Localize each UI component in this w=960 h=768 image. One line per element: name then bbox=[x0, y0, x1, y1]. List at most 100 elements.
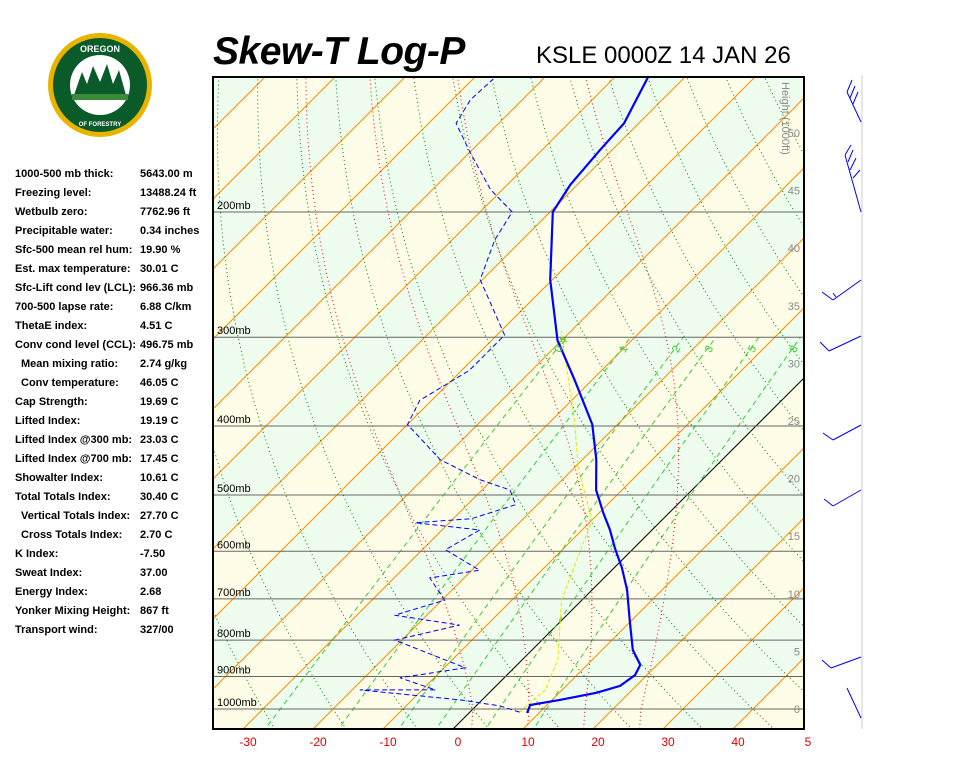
stat-row: Conv cond level (CCL): 496.75 mb bbox=[15, 339, 215, 358]
stat-value: 5643.00 m bbox=[140, 168, 193, 180]
stat-value: 327/00 bbox=[140, 624, 174, 636]
stat-label: Sfc-500 mean rel hum: bbox=[15, 244, 133, 256]
stat-label: Vertical Totals Index: bbox=[21, 510, 131, 522]
stat-value: 2.68 bbox=[140, 586, 162, 598]
stat-row: Energy Index: 2.68 bbox=[15, 586, 215, 605]
stat-row: Lifted Index @700 mb: 17.45 C bbox=[15, 453, 215, 472]
stat-value: 7762.96 ft bbox=[140, 206, 191, 218]
mixing-ratio-label: 5 bbox=[746, 344, 759, 355]
stat-row: Est. max temperature: 30.01 C bbox=[15, 263, 215, 282]
stat-label: Total Totals Index: bbox=[15, 491, 111, 503]
stat-label: K Index: bbox=[15, 548, 59, 560]
stat-row: Sweat Index: 37.00 bbox=[15, 567, 215, 586]
stat-label: Conv cond level (CCL): bbox=[15, 339, 137, 351]
stat-row: Precipitable water: 0.34 inches bbox=[15, 225, 215, 244]
stat-label: Wetbulb zero: bbox=[15, 206, 88, 218]
stat-value: 17.45 C bbox=[140, 453, 179, 465]
stat-row: Yonker Mixing Height: 867 ft bbox=[15, 605, 215, 624]
isotherm-line bbox=[802, 727, 804, 729]
stat-label: 700-500 lapse rate: bbox=[15, 301, 114, 313]
isotherm-line bbox=[592, 517, 804, 729]
stat-row: Vertical Totals Index: 27.70 C bbox=[15, 510, 215, 529]
stat-row: Conv temperature: 46.05 C bbox=[15, 377, 215, 396]
stat-value: 37.00 bbox=[140, 567, 168, 579]
stat-row: Cap Strength: 19.69 C bbox=[15, 396, 215, 415]
pressure-label: 700mb bbox=[217, 587, 251, 599]
zero-isotherm bbox=[452, 377, 804, 729]
mixing-ratio-label: 3 bbox=[703, 344, 716, 355]
stat-row: Showalter Index: 10.61 C bbox=[15, 472, 215, 491]
wind-barb bbox=[844, 144, 862, 213]
height-tick-label: 50 bbox=[788, 128, 800, 140]
wind-barb bbox=[846, 79, 862, 123]
isotherm-band bbox=[0, 54, 148, 733]
wind-barbs bbox=[819, 79, 862, 719]
mixing-ratio-line bbox=[532, 336, 801, 729]
x-tick-label: 40 bbox=[731, 735, 745, 749]
wind-barb bbox=[822, 424, 862, 441]
isotherm-band bbox=[733, 658, 804, 729]
height-tick-label: 15 bbox=[788, 531, 800, 543]
stat-row: Wetbulb zero: 7762.96 ft bbox=[15, 206, 215, 225]
moist-adiabat bbox=[305, 77, 474, 729]
height-tick-label: 35 bbox=[788, 301, 800, 313]
wind-barb bbox=[846, 687, 862, 719]
parcel-trace bbox=[519, 330, 593, 713]
oregon-forestry-logo: OREGON OF FORESTRY bbox=[48, 33, 152, 137]
stat-label: Lifted Index @700 mb: bbox=[15, 453, 133, 465]
stat-label: Precipitable water: bbox=[15, 225, 113, 237]
x-tick-label: 20 bbox=[591, 735, 605, 749]
dry-adiabat bbox=[374, 77, 704, 729]
stat-row: 700-500 lapse rate: 6.88 C/km bbox=[15, 301, 215, 320]
pressure-label: 200mb bbox=[217, 200, 251, 212]
mixing-ratio-line bbox=[337, 336, 631, 729]
mixing-ratio-line bbox=[435, 336, 717, 729]
wind-barb bbox=[819, 335, 862, 352]
isotherm-line bbox=[242, 167, 804, 729]
dry-adiabat bbox=[530, 77, 804, 563]
stat-label: 1000-500 mb thick: bbox=[15, 168, 114, 180]
x-tick-label: -10 bbox=[379, 735, 397, 749]
stat-value: -7.50 bbox=[140, 548, 166, 560]
height-tick-label: 40 bbox=[788, 243, 800, 255]
x-tick-label: 30 bbox=[661, 735, 675, 749]
stat-row: K Index: -7.50 bbox=[15, 548, 215, 567]
isotherm-band bbox=[213, 77, 804, 689]
isotherm-line bbox=[0, 54, 78, 733]
x-tick-label: -20 bbox=[309, 735, 327, 749]
height-tick-label: 25 bbox=[788, 416, 800, 428]
dry-adiabat bbox=[945, 54, 960, 733]
x-tick-label: 10 bbox=[521, 735, 535, 749]
isotherm-line bbox=[522, 447, 804, 729]
station-time-label: KSLE 0000Z 14 JAN 26 bbox=[536, 42, 791, 69]
isotherm-line bbox=[0, 54, 8, 733]
svg-text:OF FORESTRY: OF FORESTRY bbox=[79, 122, 121, 128]
stat-label: Conv temperature: bbox=[21, 377, 119, 389]
stat-value: 30.40 C bbox=[140, 491, 179, 503]
stat-row: Cross Totals Index: 2.70 C bbox=[15, 529, 215, 548]
mixing-ratio-line bbox=[398, 336, 684, 729]
x-tick-label: 5 bbox=[805, 735, 812, 749]
stat-row: Sfc-500 mean rel hum: 19.90 % bbox=[15, 244, 215, 263]
isotherm-band bbox=[0, 54, 218, 733]
isotherm-band bbox=[803, 728, 804, 729]
dewpoint-profile bbox=[359, 78, 520, 713]
pressure-label: 300mb bbox=[217, 325, 251, 337]
stat-value: 23.03 C bbox=[140, 434, 179, 446]
stat-value: 27.70 C bbox=[140, 510, 179, 522]
stat-value: 496.75 mb bbox=[140, 339, 194, 351]
stat-label: Mean mixing ratio: bbox=[21, 358, 119, 370]
isotherm-line bbox=[213, 77, 756, 620]
stat-value: 2.74 g/kg bbox=[140, 358, 188, 370]
stat-value: 867 ft bbox=[140, 605, 169, 617]
stat-row: 1000-500 mb thick: 5643.00 m bbox=[15, 168, 215, 187]
stat-value: 6.88 C/km bbox=[140, 301, 192, 313]
temperature-profile bbox=[526, 77, 650, 714]
stat-value: 19.90 % bbox=[140, 244, 181, 256]
height-tick-label: 5 bbox=[794, 646, 800, 658]
stat-value: 13488.24 ft bbox=[140, 187, 197, 199]
dry-adiabat bbox=[569, 77, 804, 498]
height-tick-label: 10 bbox=[788, 589, 800, 601]
pressure-label: 600mb bbox=[217, 539, 251, 551]
